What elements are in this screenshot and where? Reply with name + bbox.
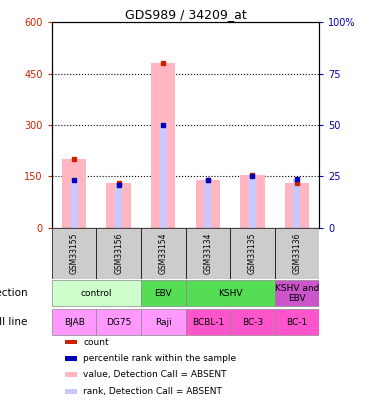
Text: GSM33136: GSM33136 <box>292 232 301 274</box>
Bar <box>186 309 230 335</box>
Text: percentile rank within the sample: percentile rank within the sample <box>83 354 236 363</box>
Bar <box>52 228 96 279</box>
Bar <box>106 183 131 228</box>
Text: BC-1: BC-1 <box>286 318 308 327</box>
Text: BC-3: BC-3 <box>242 318 263 327</box>
Text: BJAB: BJAB <box>64 318 85 327</box>
Bar <box>285 183 309 228</box>
Bar <box>275 309 319 335</box>
Bar <box>115 185 122 228</box>
Text: cell line: cell line <box>0 317 27 327</box>
Bar <box>141 228 186 279</box>
Text: KSHV and
EBV: KSHV and EBV <box>275 284 319 303</box>
Bar <box>65 373 76 377</box>
Text: GSM33155: GSM33155 <box>70 232 79 274</box>
Text: control: control <box>81 289 112 298</box>
Bar <box>293 179 300 228</box>
Text: rank, Detection Call = ABSENT: rank, Detection Call = ABSENT <box>83 387 222 396</box>
Bar <box>249 176 256 228</box>
Bar <box>52 280 141 306</box>
Text: KSHV: KSHV <box>218 289 242 298</box>
Bar <box>204 181 211 228</box>
Title: GDS989 / 34209_at: GDS989 / 34209_at <box>125 8 246 21</box>
Text: value, Detection Call = ABSENT: value, Detection Call = ABSENT <box>83 371 227 379</box>
Bar <box>71 180 78 228</box>
Bar <box>230 228 275 279</box>
Bar <box>141 280 186 306</box>
Text: GSM33154: GSM33154 <box>159 232 168 274</box>
Bar <box>62 159 86 228</box>
Bar <box>275 228 319 279</box>
Bar <box>65 356 76 361</box>
Bar <box>96 309 141 335</box>
Text: GSM33156: GSM33156 <box>114 232 123 274</box>
Bar <box>196 180 220 228</box>
Bar <box>65 389 76 394</box>
Bar <box>160 125 167 228</box>
Bar <box>186 280 275 306</box>
Bar <box>96 228 141 279</box>
Bar <box>186 228 230 279</box>
Bar <box>230 309 275 335</box>
Text: DG75: DG75 <box>106 318 131 327</box>
Bar <box>52 309 96 335</box>
Bar <box>240 175 265 228</box>
Text: EBV: EBV <box>154 289 172 298</box>
Text: count: count <box>83 337 109 347</box>
Bar <box>151 63 175 228</box>
Text: GSM33135: GSM33135 <box>248 232 257 274</box>
Text: BCBL-1: BCBL-1 <box>192 318 224 327</box>
Text: GSM33134: GSM33134 <box>203 232 212 274</box>
Text: infection: infection <box>0 288 27 298</box>
Bar <box>275 280 319 306</box>
Bar <box>141 309 186 335</box>
Bar <box>65 340 76 344</box>
Text: Raji: Raji <box>155 318 172 327</box>
